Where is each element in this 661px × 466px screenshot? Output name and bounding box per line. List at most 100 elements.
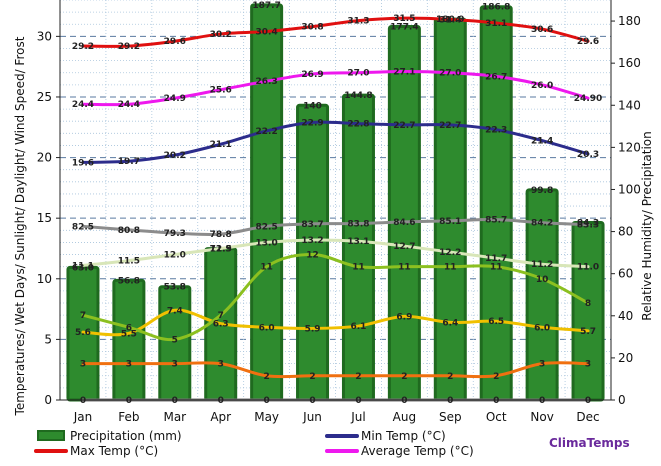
left-axis-tick-label: 20 bbox=[37, 151, 52, 165]
min-temp-c-data-label: 22.9 bbox=[301, 118, 323, 128]
average-temp-c-line bbox=[81, 70, 590, 107]
min-temp-c-data-label: 22.3 bbox=[485, 126, 507, 136]
wet-days-data-label: 7 bbox=[218, 311, 224, 321]
brand-label: ClimaTemps bbox=[549, 436, 630, 450]
wind-speed-data-label: 3 bbox=[80, 360, 86, 370]
wind-speed-data-label: 2 bbox=[355, 372, 361, 382]
sunlight-data-label: 6.1 bbox=[350, 322, 366, 332]
sunlight-data-label: 5.9 bbox=[305, 324, 321, 334]
average-temp-c-data-label: 24.9 bbox=[164, 94, 186, 104]
frost-data-label: 0 bbox=[447, 396, 453, 406]
precipitation-mm-data-label: 140 bbox=[303, 101, 322, 111]
x-axis-tick-label: Jun bbox=[302, 410, 322, 424]
x-axis-tick-label: Feb bbox=[118, 410, 139, 424]
daylight-line bbox=[81, 238, 590, 269]
daylight-data-label: 12.7 bbox=[393, 242, 415, 252]
right-axis-tick-label: 0 bbox=[618, 393, 626, 407]
wind-speed-data-label: 2 bbox=[263, 372, 269, 382]
average-temp-c-data-label: 26.7 bbox=[485, 72, 507, 82]
wind-speed-line bbox=[81, 361, 590, 379]
max-temp-c-line bbox=[81, 16, 590, 48]
precipitation-bars bbox=[66, 3, 605, 402]
frost-data-label: 0 bbox=[493, 396, 499, 406]
right-axis-tick-label: 100 bbox=[618, 182, 641, 196]
x-axis-tick-label: Sep bbox=[439, 410, 462, 424]
right-axis-tick-label: 80 bbox=[618, 225, 633, 239]
sunlight-data-label: 6.9 bbox=[396, 312, 412, 322]
wind-speed-data-label: 3 bbox=[172, 360, 178, 370]
wind-speed-data-label: 2 bbox=[447, 372, 453, 382]
precipitation-mm-data-label: 84.3 bbox=[577, 219, 599, 229]
left-axis-tick-label: 30 bbox=[37, 29, 52, 43]
average-temp-c-data-label: 24.4 bbox=[72, 100, 94, 110]
left-axis-tick-label: 0 bbox=[44, 393, 52, 407]
sunlight-data-label: 6.0 bbox=[259, 323, 275, 333]
min-temp-c-data-label: 20.2 bbox=[164, 151, 186, 161]
relative-humidity-data-label: 79.3 bbox=[164, 229, 186, 239]
wet-days-data-label: 5 bbox=[172, 335, 178, 345]
sunlight-line bbox=[81, 308, 590, 337]
data-labels: 63.0 56.8 53.8 71.9 187.7 140 144.8 177.4 180.9 1… bbox=[72, 1, 602, 406]
relative-humidity-data-label: 82.5 bbox=[256, 222, 278, 232]
right-axis-tick-label: 140 bbox=[618, 98, 641, 112]
precipitation-mm-legend-label: Precipitation (mm) bbox=[70, 429, 182, 443]
x-axis-tick-label: Jan bbox=[73, 410, 93, 424]
x-axis-tick-label: Aug bbox=[393, 410, 416, 424]
min-temp-c-legend-label: Min Temp (°C) bbox=[361, 429, 446, 443]
average-temp-c-data-label: 27.0 bbox=[347, 69, 369, 79]
wind-speed-data-label: 3 bbox=[218, 360, 224, 370]
min-temp-c-data-label: 22.8 bbox=[347, 120, 369, 130]
average-temp-c-data-label: 24.4 bbox=[118, 100, 140, 110]
max-temp-c-data-label: 31.3 bbox=[347, 17, 369, 27]
sunlight-data-label: 7.4 bbox=[167, 306, 183, 316]
precipitation-mm-data-label: 187.7 bbox=[252, 1, 280, 11]
sunlight-data-label: 5.7 bbox=[580, 327, 596, 337]
frost-data-label: 0 bbox=[539, 396, 545, 406]
legend: Precipitation (mm) Min Temp (°C) Max Temp … bbox=[34, 429, 474, 458]
precipitation-mm-data-label: 63.0 bbox=[72, 263, 94, 273]
max-temp-c-data-label: 31.4 bbox=[439, 15, 461, 25]
frost-data-label: 0 bbox=[172, 396, 178, 406]
precipitation-mm-data-label: 180.9 bbox=[436, 15, 464, 25]
daylight-data-label: 11.2 bbox=[531, 260, 553, 270]
min-temp-c-data-label: 19.7 bbox=[118, 157, 140, 167]
relative-humidity-data-label: 82.5 bbox=[72, 222, 94, 232]
max-temp-c-data-label: 29.2 bbox=[72, 42, 94, 52]
max-temp-c-data-label: 31.1 bbox=[485, 19, 507, 29]
wet-days-data-label: 10 bbox=[536, 275, 549, 285]
average-temp-c-legend-label: Average Temp (°C) bbox=[361, 444, 474, 458]
average-temp-c-data-label: 24.90 bbox=[574, 94, 602, 104]
precipitation-mm-data-label: 56.8 bbox=[118, 276, 140, 286]
relative-humidity-data-label: 83.7 bbox=[301, 220, 323, 230]
right-axis-tick-label: 160 bbox=[618, 56, 641, 70]
frost-data-label: 0 bbox=[263, 396, 269, 406]
x-axis-tick-label: Apr bbox=[210, 410, 231, 424]
frost-data-label: 0 bbox=[401, 396, 407, 406]
precipitation-mm-data-label: 71.9 bbox=[210, 245, 232, 255]
precipitation-bar bbox=[341, 93, 375, 402]
relative-humidity-data-label: 85.7 bbox=[485, 216, 507, 226]
min-temp-c-data-label: 20.3 bbox=[577, 150, 599, 160]
daylight-data-label: 11.1 bbox=[72, 261, 94, 271]
relative-humidity-data-label: 78.8 bbox=[210, 230, 232, 240]
wet-days-data-label: 11 bbox=[352, 263, 365, 273]
wind-speed-data-label: 3 bbox=[585, 360, 591, 370]
wind-speed-data-label: 2 bbox=[309, 372, 315, 382]
wet-days-data-label: 11 bbox=[444, 263, 457, 273]
frost-data-label: 0 bbox=[218, 396, 224, 406]
min-temp-c-line bbox=[81, 120, 590, 164]
x-axis-tick-label: May bbox=[254, 410, 279, 424]
average-temp-c-data-label: 27.1 bbox=[393, 68, 415, 78]
precipitation-bar bbox=[112, 278, 146, 402]
relative-humidity-data-label: 83.3 bbox=[577, 221, 599, 231]
average-temp-c-data-label: 26.3 bbox=[256, 77, 278, 87]
daylight-data-label: 13.1 bbox=[347, 237, 369, 247]
precipitation-bar bbox=[571, 221, 605, 402]
max-temp-c-data-label: 29.6 bbox=[164, 37, 186, 47]
daylight-data-label: 12.5 bbox=[210, 244, 232, 254]
precipitation-mm-data-label: 144.8 bbox=[344, 91, 372, 101]
left-axis-tick-label: 15 bbox=[37, 211, 52, 225]
wet-days-line bbox=[81, 253, 590, 342]
right-axis-title: Relative Humidity/ Precipitation bbox=[640, 131, 654, 320]
